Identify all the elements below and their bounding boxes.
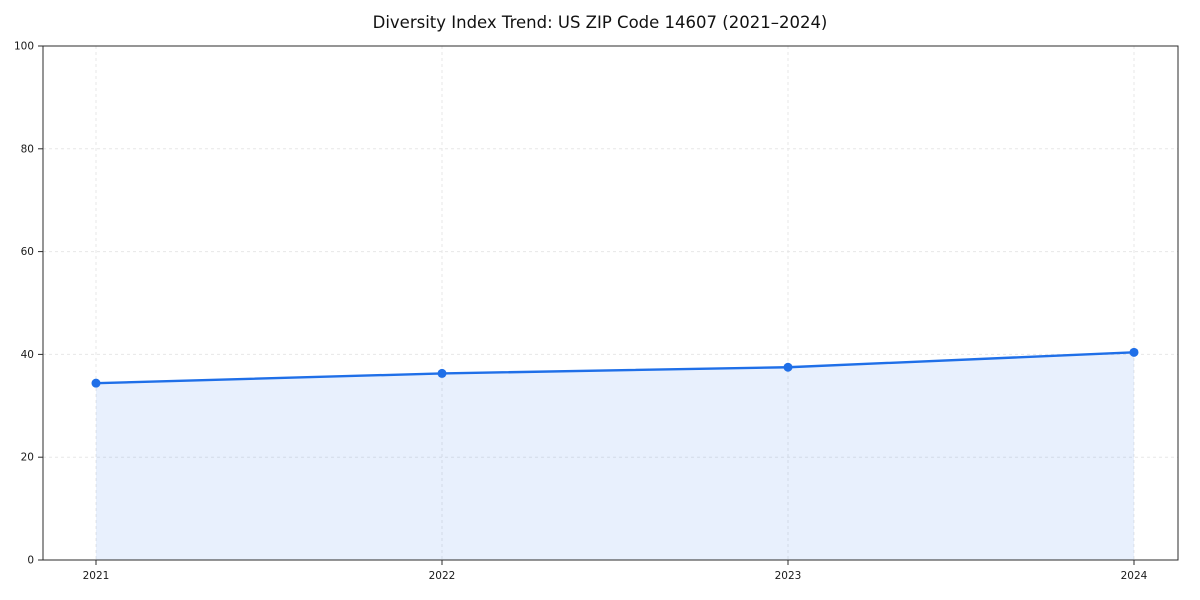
- y-tick-label: 20: [21, 452, 34, 464]
- y-tick-label: 80: [21, 143, 34, 155]
- y-tick-label: 40: [21, 349, 34, 361]
- x-tick-label: 2022: [429, 570, 456, 582]
- chart-title: Diversity Index Trend: US ZIP Code 14607…: [372, 13, 828, 32]
- plot-border: [42, 45, 1179, 561]
- y-tick-label: 60: [21, 246, 34, 258]
- y-tick-label: 0: [27, 555, 34, 567]
- trend-line: [94, 351, 1136, 385]
- x-tick-label: 2021: [83, 570, 110, 582]
- data-point-marker: [437, 368, 447, 378]
- data-point-marker: [783, 362, 793, 372]
- data-point-marker: [91, 378, 101, 388]
- y-tick-label: 100: [14, 41, 34, 53]
- x-tick-label: 2024: [1121, 570, 1148, 582]
- area-fill: [96, 352, 1134, 560]
- data-point-marker: [1129, 347, 1139, 357]
- x-tick-label: 2023: [775, 570, 802, 582]
